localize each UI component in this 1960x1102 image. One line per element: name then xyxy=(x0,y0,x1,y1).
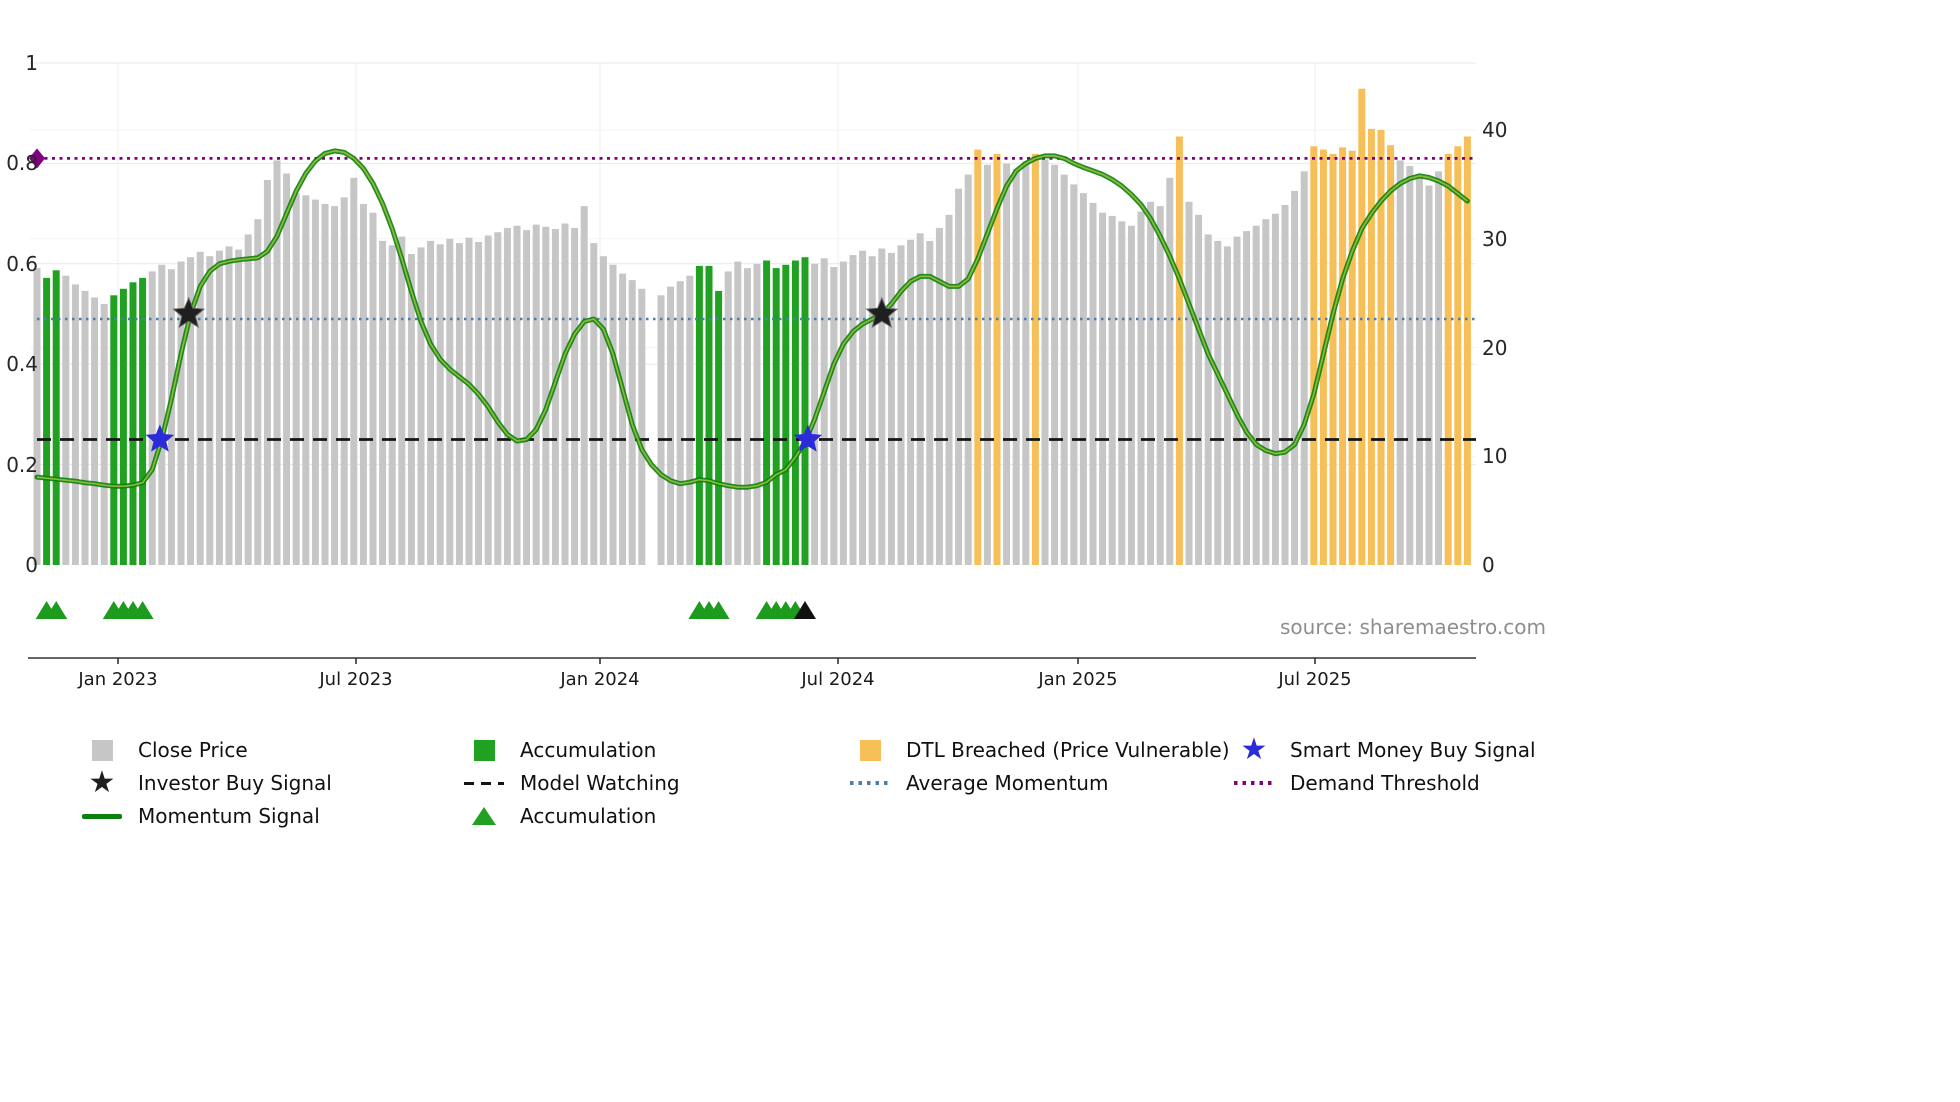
left-axis-tick: 0.4 xyxy=(6,352,38,376)
model-watching-dash-icon xyxy=(464,781,504,785)
investor-buy-star-icon: ★ xyxy=(88,765,116,800)
legend-item-smart-money-buy-signal: ★ Smart Money Buy Signal xyxy=(1232,732,1536,767)
legend-item-accumulation-marker: Accumulation xyxy=(462,804,680,828)
legend-item-demand-threshold: Demand Threshold xyxy=(1232,771,1536,795)
x-axis-tick: Jul 2025 xyxy=(1278,669,1352,690)
legend-item-average-momentum: Average Momentum xyxy=(848,771,1230,795)
accumulation-triangle-icon xyxy=(472,807,496,825)
legend-label-model-watching: Model Watching xyxy=(520,771,680,795)
legend-column-4: ★ Smart Money Buy Signal Demand Threshol… xyxy=(1232,732,1536,795)
smart-money-buy-stars xyxy=(145,424,823,452)
source-attribution: source: sharemaestro.com xyxy=(1280,615,1546,639)
legend-label-smart-money-buy-signal: Smart Money Buy Signal xyxy=(1290,738,1536,762)
momentum-signal-line xyxy=(34,148,1470,490)
legend-label-close-price: Close Price xyxy=(138,738,248,762)
left-axis-tick: 0 xyxy=(25,553,38,577)
legend-item-momentum-signal: Momentum Signal xyxy=(80,804,332,828)
right-axis-tick: 40 xyxy=(1482,118,1508,142)
right-axis-tick: 0 xyxy=(1482,553,1495,577)
demand-threshold-diamond-icon xyxy=(29,148,45,169)
legend-label-demand-threshold: Demand Threshold xyxy=(1290,771,1480,795)
left-axis-tick: 1 xyxy=(25,51,38,75)
x-axis xyxy=(28,657,1476,664)
legend-label-momentum-signal: Momentum Signal xyxy=(138,804,320,828)
legend-label-accumulation-bar: Accumulation xyxy=(520,738,657,762)
legend-item-accumulation-bar: Accumulation xyxy=(462,738,680,762)
legend-column-3: DTL Breached (Price Vulnerable) Average … xyxy=(848,738,1230,795)
x-axis-tick: Jan 2023 xyxy=(78,669,158,690)
accumulation-swatch-icon xyxy=(473,739,495,761)
momentum-line-swatch-icon xyxy=(82,813,122,819)
gridlines xyxy=(30,62,1476,565)
legend-label-investor-buy-signal: Investor Buy Signal xyxy=(138,771,332,795)
left-axis-tick: 0.2 xyxy=(6,453,38,477)
legend-item-investor-buy-signal: ★ Investor Buy Signal xyxy=(80,765,332,800)
close-price-swatch-icon xyxy=(91,739,113,761)
legend-label-accumulation-marker: Accumulation xyxy=(520,804,657,828)
legend-item-close-price: Close Price xyxy=(80,738,332,762)
x-axis-tick: Jul 2024 xyxy=(801,669,875,690)
right-axis-tick: 10 xyxy=(1482,444,1508,468)
legend-item-dtl-breached: DTL Breached (Price Vulnerable) xyxy=(848,738,1230,762)
left-axis-tick: 0.8 xyxy=(6,151,38,175)
right-axis-tick: 30 xyxy=(1482,227,1508,251)
legend-column-2: Accumulation Model Watching Accumulation xyxy=(462,738,680,828)
left-axis-tick: 0.6 xyxy=(6,252,38,276)
price-bars xyxy=(33,88,1471,566)
legend-label-dtl-breached: DTL Breached (Price Vulnerable) xyxy=(906,738,1230,762)
right-axis-tick: 20 xyxy=(1482,336,1508,360)
legend-label-average-momentum: Average Momentum xyxy=(906,771,1109,795)
demand-threshold-dots-icon xyxy=(1234,781,1274,785)
x-axis-tick: Jul 2023 xyxy=(319,669,393,690)
investor-buy-stars xyxy=(172,296,899,328)
dtl-breached-swatch-icon xyxy=(859,739,881,761)
x-axis-tick: Jan 2024 xyxy=(560,669,640,690)
legend-item-model-watching: Model Watching xyxy=(462,771,680,795)
average-momentum-dots-icon xyxy=(850,781,890,785)
accumulation-triangle-markers xyxy=(35,601,816,619)
smart-money-star-icon: ★ xyxy=(1240,732,1268,767)
x-axis-tick: Jan 2025 xyxy=(1038,669,1118,690)
legend-column-1: Close Price ★ Investor Buy Signal Moment… xyxy=(80,738,332,828)
